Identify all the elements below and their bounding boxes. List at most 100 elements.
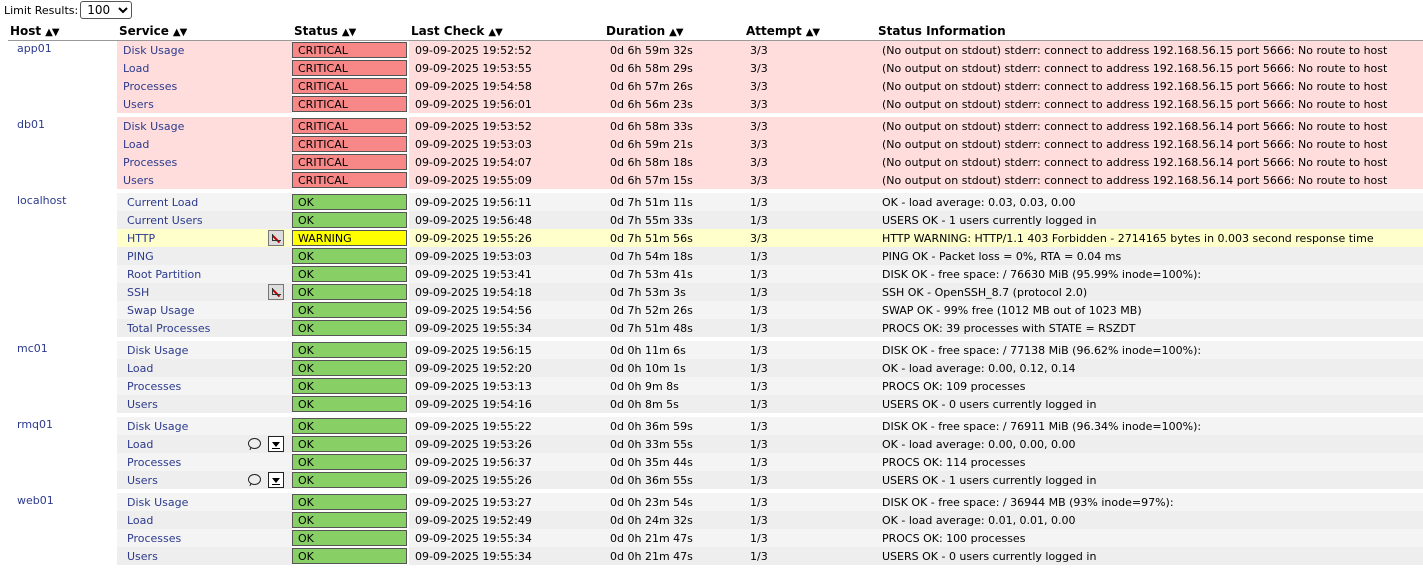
service-link[interactable]: Processes bbox=[127, 455, 182, 469]
service-link[interactable]: Current Users bbox=[127, 213, 203, 227]
spacer-cell bbox=[8, 189, 1423, 193]
status-information-cell: DISK OK - free space: / 76911 MiB (96.34… bbox=[876, 417, 1423, 435]
col-host[interactable]: Host ▲▼ bbox=[8, 21, 117, 41]
service-cell: Disk Usage bbox=[117, 417, 292, 435]
service-link[interactable]: Users bbox=[127, 473, 158, 487]
status-information-cell: (No output on stdout) stderr: connect to… bbox=[876, 40, 1423, 59]
service-link[interactable]: SSH bbox=[127, 285, 150, 299]
status-cell: OK bbox=[292, 453, 409, 471]
status-cell: OK bbox=[292, 211, 409, 229]
service-link[interactable]: HTTP bbox=[127, 231, 156, 245]
last-check-cell: 09-09-2025 19:53:52 bbox=[409, 117, 604, 135]
service-link[interactable]: Users bbox=[127, 397, 158, 411]
host-link[interactable]: web01 bbox=[17, 494, 54, 507]
comment-icon[interactable] bbox=[248, 437, 262, 451]
status-cell: OK bbox=[292, 547, 409, 565]
service-cell: Processes bbox=[117, 377, 292, 395]
duration-cell: 0d 7h 55m 33s bbox=[604, 211, 744, 229]
sort-arrows-icon[interactable]: ▲▼ bbox=[172, 26, 187, 38]
table-row: Processes CRITICAL 09-09-2025 19:54:07 0d 6… bbox=[8, 153, 1423, 171]
group-spacer bbox=[8, 113, 1423, 117]
status-cell: OK bbox=[292, 301, 409, 319]
service-link[interactable]: Root Partition bbox=[127, 267, 202, 281]
host-link[interactable]: app01 bbox=[17, 42, 52, 55]
flapping-disabled-icon[interactable] bbox=[268, 230, 284, 246]
passive-check-icon[interactable] bbox=[268, 472, 284, 488]
host-link[interactable]: mc01 bbox=[17, 342, 48, 355]
service-link[interactable]: Disk Usage bbox=[123, 43, 185, 57]
service-link[interactable]: Users bbox=[127, 549, 158, 563]
service-link[interactable]: Processes bbox=[127, 379, 182, 393]
status-badge: CRITICAL bbox=[292, 118, 407, 134]
limit-results-select[interactable]: 100 bbox=[80, 1, 133, 19]
last-check-cell: 09-09-2025 19:55:26 bbox=[409, 229, 604, 247]
table-row: localhost Current Load OK 09-09-2025 19:56:… bbox=[8, 193, 1423, 211]
service-link[interactable]: PING bbox=[127, 249, 154, 263]
duration-cell: 0d 0h 8m 5s bbox=[604, 395, 744, 413]
host-link[interactable]: rmq01 bbox=[17, 418, 54, 431]
spacer-cell bbox=[8, 413, 1423, 417]
service-link[interactable]: Processes bbox=[123, 155, 178, 169]
col-attempt[interactable]: Attempt ▲▼ bbox=[744, 21, 876, 41]
comment-icon[interactable] bbox=[248, 473, 262, 487]
host-link[interactable]: localhost bbox=[17, 194, 67, 207]
status-badge: OK bbox=[292, 472, 407, 488]
attempt-cell: 3/3 bbox=[744, 40, 876, 59]
attempt-cell: 1/3 bbox=[744, 341, 876, 359]
last-check-cell: 09-09-2025 19:54:18 bbox=[409, 283, 604, 301]
service-link[interactable]: Disk Usage bbox=[127, 419, 189, 433]
service-cell: HTTP bbox=[117, 229, 292, 247]
status-information-cell: (No output on stdout) stderr: connect to… bbox=[876, 117, 1423, 135]
duration-cell: 0d 7h 53m 3s bbox=[604, 283, 744, 301]
status-badge: CRITICAL bbox=[292, 136, 407, 152]
service-link[interactable]: Users bbox=[123, 97, 154, 111]
service-link[interactable]: Load bbox=[123, 137, 150, 151]
service-link[interactable]: Load bbox=[127, 361, 154, 375]
flapping-disabled-icon[interactable] bbox=[268, 284, 284, 300]
status-cell: OK bbox=[292, 417, 409, 435]
table-row: HTTP WARNING 09-09-2025 19:55:26 0d 7h 51m … bbox=[8, 229, 1423, 247]
duration-cell: 0d 0h 9m 8s bbox=[604, 377, 744, 395]
status-information-cell: PROCS OK: 39 processes with STATE = RSZD… bbox=[876, 319, 1423, 337]
service-link[interactable]: Processes bbox=[123, 79, 178, 93]
table-row: app01 Disk Usage CRITICAL 09-09-2025 19:52:… bbox=[8, 40, 1423, 59]
col-status-information: Status Information bbox=[876, 21, 1423, 41]
sort-arrows-icon[interactable]: ▲▼ bbox=[805, 26, 820, 38]
sort-arrows-icon[interactable]: ▲▼ bbox=[669, 26, 683, 38]
service-link[interactable]: Load bbox=[127, 513, 154, 527]
service-link[interactable]: Users bbox=[123, 173, 154, 187]
service-link[interactable]: Swap Usage bbox=[127, 303, 195, 317]
col-service[interactable]: Service ▲▼ bbox=[117, 21, 292, 41]
service-icons bbox=[268, 230, 284, 246]
service-icons bbox=[268, 284, 284, 300]
sort-arrows-icon[interactable]: ▲▼ bbox=[341, 26, 356, 38]
passive-check-icon[interactable] bbox=[268, 436, 284, 452]
sort-arrows-icon[interactable]: ▲▼ bbox=[488, 26, 502, 38]
service-cell: SSH bbox=[117, 283, 292, 301]
service-cell: Users bbox=[117, 95, 292, 113]
service-link[interactable]: Disk Usage bbox=[127, 343, 189, 357]
service-link[interactable]: Processes bbox=[127, 531, 182, 545]
status-information-cell: (No output on stdout) stderr: connect to… bbox=[876, 77, 1423, 95]
sort-arrows-icon[interactable]: ▲▼ bbox=[45, 26, 59, 38]
service-link[interactable]: Disk Usage bbox=[127, 495, 189, 509]
table-row: Load CRITICAL 09-09-2025 19:53:03 0d 6h 59m… bbox=[8, 135, 1423, 153]
attempt-cell: 3/3 bbox=[744, 117, 876, 135]
attempt-cell: 1/3 bbox=[744, 547, 876, 565]
service-link[interactable]: Load bbox=[127, 437, 154, 451]
table-row: Current Users OK 09-09-2025 19:56:48 0d 7h … bbox=[8, 211, 1423, 229]
table-row: Processes CRITICAL 09-09-2025 19:54:58 0d 6… bbox=[8, 77, 1423, 95]
col-duration[interactable]: Duration ▲▼ bbox=[604, 21, 744, 41]
col-status[interactable]: Status ▲▼ bbox=[292, 21, 409, 41]
col-last-check[interactable]: Last Check ▲▼ bbox=[409, 21, 604, 41]
service-link[interactable]: Current Load bbox=[127, 195, 199, 209]
service-link[interactable]: Total Processes bbox=[127, 321, 211, 335]
duration-cell: 0d 0h 35m 44s bbox=[604, 453, 744, 471]
last-check-cell: 09-09-2025 19:56:15 bbox=[409, 341, 604, 359]
service-link[interactable]: Disk Usage bbox=[123, 119, 185, 133]
table-row: Users OK 09-09-2025 19:55:26 0d 0h 36m 55s 1… bbox=[8, 471, 1423, 489]
host-link[interactable]: db01 bbox=[17, 118, 45, 131]
table-row: SSH OK 09-09-2025 19:54:18 0d 7h 53m 3s 1/3 S… bbox=[8, 283, 1423, 301]
table-row: rmq01 Disk Usage OK 09-09-2025 19:55:22 0d 0… bbox=[8, 417, 1423, 435]
service-link[interactable]: Load bbox=[123, 61, 150, 75]
